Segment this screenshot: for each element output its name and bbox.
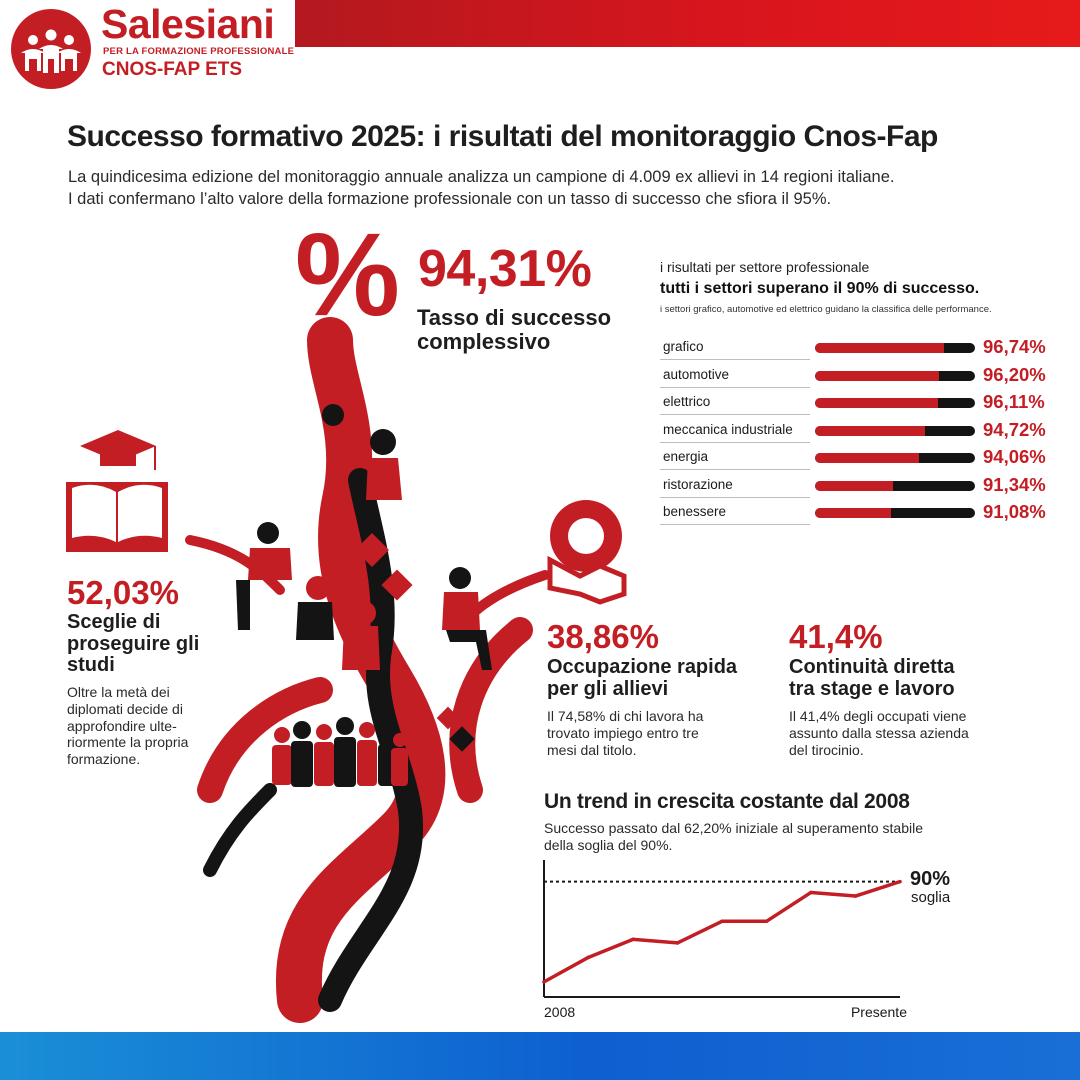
employment-description: Il 74,58% di chi lavora ha trovato impie…	[547, 708, 704, 758]
trend-point	[542, 980, 546, 984]
tree-illustration: %	[66, 230, 627, 1023]
sector-value-label: 96,20%	[983, 363, 1046, 385]
trend-point	[764, 919, 769, 924]
sector-row: elettrico 96,11%	[660, 388, 1060, 416]
sector-row: ristorazione 91,34%	[660, 471, 1060, 499]
sector-bar-track	[815, 425, 975, 436]
trend-point	[853, 894, 858, 898]
trend-point	[809, 890, 813, 895]
studies-description: Oltre la metà dei diplomati decide di ap…	[67, 684, 189, 768]
sector-divider	[660, 496, 810, 498]
stage-value: 41,4%	[789, 618, 883, 655]
trend-points	[542, 879, 902, 984]
brand-tagline: PER LA FORMAZIONE PROFESSIONALE	[103, 46, 295, 57]
sector-row: meccanica industriale 94,72%	[660, 416, 1060, 444]
sector-bar-chart: grafico 96,74% automotive 96,20% elettrico 96…	[660, 333, 1060, 526]
sector-name: meccanica industriale	[663, 421, 793, 437]
sector-value-label: 96,11%	[983, 391, 1045, 412]
graduation-book-icon	[66, 430, 168, 552]
success-rate-value: 94,31%	[418, 240, 592, 298]
sector-bar	[815, 453, 920, 463]
sector-value-label: 91,34%	[983, 473, 1046, 495]
logo-emblem	[11, 9, 91, 89]
sector-divider	[660, 524, 810, 525]
sector-bar-track	[815, 370, 975, 381]
sector-divider	[660, 469, 810, 470]
trend-description: Successo passato dal 62,20% iniziale al …	[544, 820, 924, 853]
sector-name: automotive	[663, 366, 730, 382]
sector-bar-track	[815, 343, 975, 353]
sectors-headline: tutti i settori superano il 90% di succe…	[660, 280, 980, 297]
trend-point	[631, 937, 635, 942]
stage-description: Il 41,4% degli occupati viene assunto da…	[789, 708, 969, 758]
sector-divider	[660, 441, 810, 443]
threshold-value: 90%	[910, 868, 950, 890]
trend-title: Un trend in crescita costante dal 2008	[544, 790, 910, 813]
sector-bar	[815, 480, 894, 491]
page-title: Successo formativo 2025: i risultati del…	[67, 120, 938, 153]
footer-bar	[0, 1032, 1080, 1080]
header-bar	[295, 0, 1080, 47]
sector-bar	[815, 398, 939, 408]
stage-title: Continuità diretta tra stage e lavoro	[789, 656, 955, 700]
sector-value-label: 96,74%	[983, 336, 1046, 357]
threshold-label: soglia	[911, 889, 951, 906]
sector-value-label: 94,72%	[983, 418, 1046, 440]
sector-bar	[815, 370, 940, 381]
sector-value-label: 91,08%	[983, 501, 1046, 522]
trend-series-line	[543, 879, 901, 984]
sector-row: grafico 96,74%	[660, 333, 1060, 361]
person-icon	[236, 404, 492, 670]
sector-bar-track	[815, 508, 975, 518]
studies-value: 52,03%	[67, 574, 179, 611]
trend-point	[675, 941, 680, 945]
sector-bar	[815, 425, 926, 436]
sector-divider	[660, 414, 810, 415]
sector-divider	[660, 359, 810, 360]
sector-name: ristorazione	[663, 476, 733, 492]
sectors-note: i settori grafico, automotive ed elettri…	[660, 304, 992, 315]
studies-title: Sceglie di proseguire gli studi	[67, 611, 200, 677]
sector-bar	[815, 508, 892, 518]
people-logo-icon	[21, 29, 81, 73]
intro-line: La quindicesima edizione del monitoraggi…	[68, 168, 895, 186]
percent-icon: %	[295, 230, 400, 341]
trend-line-chart: 90% soglia 2008 Presente	[542, 860, 951, 1020]
x-tick-end: Presente	[851, 1004, 907, 1020]
sector-bar-track	[815, 480, 975, 491]
sector-row: benessere 91,08%	[660, 498, 1060, 526]
employment-title: Occupazione rapida per gli allievi	[547, 656, 738, 700]
sector-name: energia	[663, 449, 709, 464]
sector-bar	[815, 343, 945, 353]
sector-row: energia 94,06%	[660, 443, 1060, 471]
x-tick-start: 2008	[544, 1004, 575, 1020]
trend-point	[898, 879, 902, 884]
crowd-icon	[272, 717, 408, 787]
success-rate-label: Tasso di successo complessivo	[417, 305, 612, 354]
trend-point	[720, 919, 724, 924]
sector-value-label: 94,06%	[983, 446, 1046, 467]
sector-name: benessere	[663, 504, 727, 519]
gear-handshake-icon	[547, 500, 627, 605]
trend-point	[586, 955, 591, 960]
sector-divider	[660, 386, 810, 388]
brand-name: Salesiani	[101, 1, 275, 47]
intro-line: I dati confermano l’alto valore della fo…	[68, 190, 832, 208]
organization-name: CNOS-FAP ETS	[102, 59, 243, 80]
sector-bar-track	[815, 453, 975, 463]
employment-value: 38,86%	[547, 618, 659, 655]
sector-name: elettrico	[663, 394, 711, 409]
sector-name: grafico	[663, 339, 704, 354]
sectors-kicker: i risultati per settore professionale	[660, 259, 870, 275]
sector-row: automotive 96,20%	[660, 361, 1060, 389]
sector-bar-track	[815, 398, 975, 408]
